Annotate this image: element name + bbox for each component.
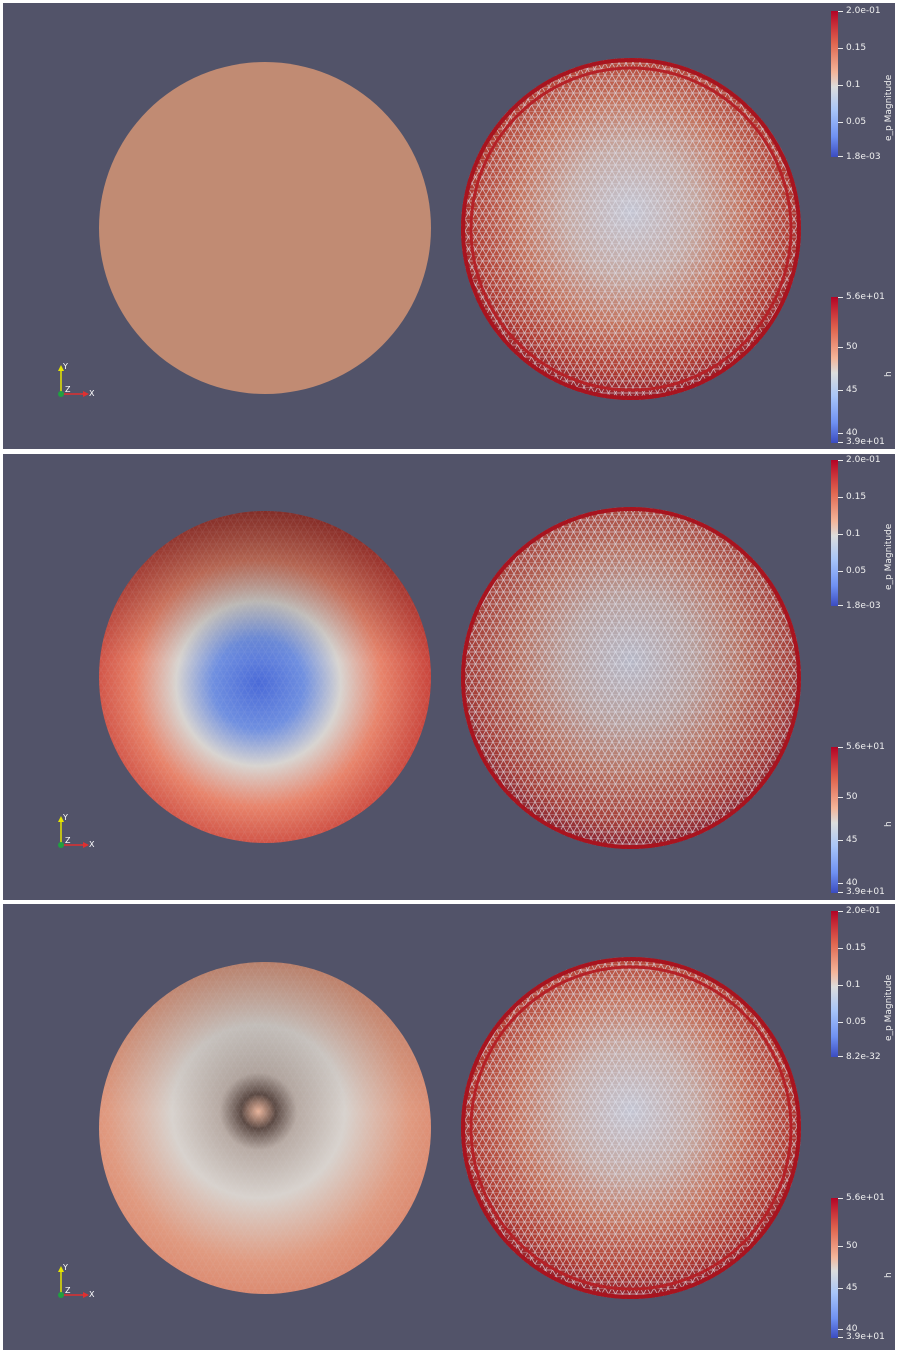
scene-view[interactable] <box>3 3 895 449</box>
y-axis-label: Y <box>63 362 68 371</box>
colorbar-tick-label: 0.1 <box>846 980 861 990</box>
left-sphere <box>99 62 431 394</box>
y-axis-label: Y <box>63 1263 68 1272</box>
colorbar-max-label: 2.0e-01 <box>846 455 881 465</box>
left-sphere <box>99 962 431 1294</box>
right-wireframe-sphere <box>461 957 801 1299</box>
viewport-panel-3: 2.0e-01 0.15 0.1 0.05 8.2e-32 e_p Magnit… <box>3 904 895 1350</box>
scene-view[interactable] <box>3 904 895 1350</box>
colorbar-tick-label: 0.15 <box>846 43 867 53</box>
colorbar-min-label: 1.8e-03 <box>846 152 881 162</box>
y-axis-label: Y <box>63 813 68 822</box>
z-axis-label: Z <box>65 836 71 845</box>
colorbar-title: h <box>884 821 894 827</box>
colorbar-min-label: 3.9e+01 <box>846 1332 885 1342</box>
left-sphere <box>99 511 431 843</box>
orientation-axes: Y Z X <box>51 361 101 401</box>
colorbar-tick-label: 40 <box>846 1324 858 1334</box>
right-wireframe-sphere <box>461 58 801 400</box>
colorbar-tick-label: 45 <box>846 835 858 845</box>
colorbar-tick-label: 45 <box>846 385 858 395</box>
z-axis-label: Z <box>65 385 71 394</box>
colorbar-title: h <box>884 1272 894 1278</box>
orientation-axes: Y Z X <box>51 1262 101 1302</box>
orientation-axes: Y Z X <box>51 812 101 852</box>
colorbar-tick-label: 40 <box>846 878 858 888</box>
colorbar-tick-label: 50 <box>846 342 858 352</box>
colorbar-tick-label: 0.1 <box>846 529 861 539</box>
colorbar-max-label: 2.0e-01 <box>846 6 881 16</box>
colorbar-max-label: 5.6e+01 <box>846 1193 885 1203</box>
colorbar-tick-label: 0.05 <box>846 566 867 576</box>
colorbar-max-label: 5.6e+01 <box>846 742 885 752</box>
x-axis-label: X <box>89 840 95 849</box>
viewport-panel-2: 2.0e-01 0.15 0.1 0.05 1.8e-03 e_p Magnit… <box>3 454 895 900</box>
colorbar-title: e_p Magnitude <box>884 74 894 141</box>
z-axis-label: Z <box>65 1286 71 1295</box>
colorbar-tick-label: 0.15 <box>846 943 867 953</box>
colorbar-min-label: 8.2e-32 <box>846 1052 881 1062</box>
colorbar-title: h <box>884 371 894 377</box>
colorbar-tick-label: 40 <box>846 428 858 438</box>
colorbar-min-label: 3.9e+01 <box>846 887 885 897</box>
x-axis-label: X <box>89 389 95 398</box>
colorbar-max-label: 5.6e+01 <box>846 292 885 302</box>
colorbar-max-label: 2.0e-01 <box>846 906 881 916</box>
colorbar-tick-label: 0.05 <box>846 117 867 127</box>
scene-view[interactable] <box>3 454 895 900</box>
colorbar-min-label: 1.8e-03 <box>846 601 881 611</box>
colorbar-tick-label: 45 <box>846 1283 858 1293</box>
colorbar-title: e_p Magnitude <box>884 974 894 1041</box>
colorbar-min-label: 3.9e+01 <box>846 437 885 447</box>
viewport-panel-1: 2.0e-01 0.15 0.1 0.05 1.8e-03 e_p Magnit… <box>3 3 895 449</box>
colorbar-tick-label: 0.15 <box>846 492 867 502</box>
colorbar-title: e_p Magnitude <box>884 523 894 590</box>
x-axis-label: X <box>89 1290 95 1299</box>
colorbar-tick-label: 0.1 <box>846 80 861 90</box>
colorbar-tick-label: 0.05 <box>846 1017 867 1027</box>
colorbar-tick-label: 50 <box>846 792 858 802</box>
right-wireframe-sphere <box>461 507 801 849</box>
colorbar-tick-label: 50 <box>846 1241 858 1251</box>
